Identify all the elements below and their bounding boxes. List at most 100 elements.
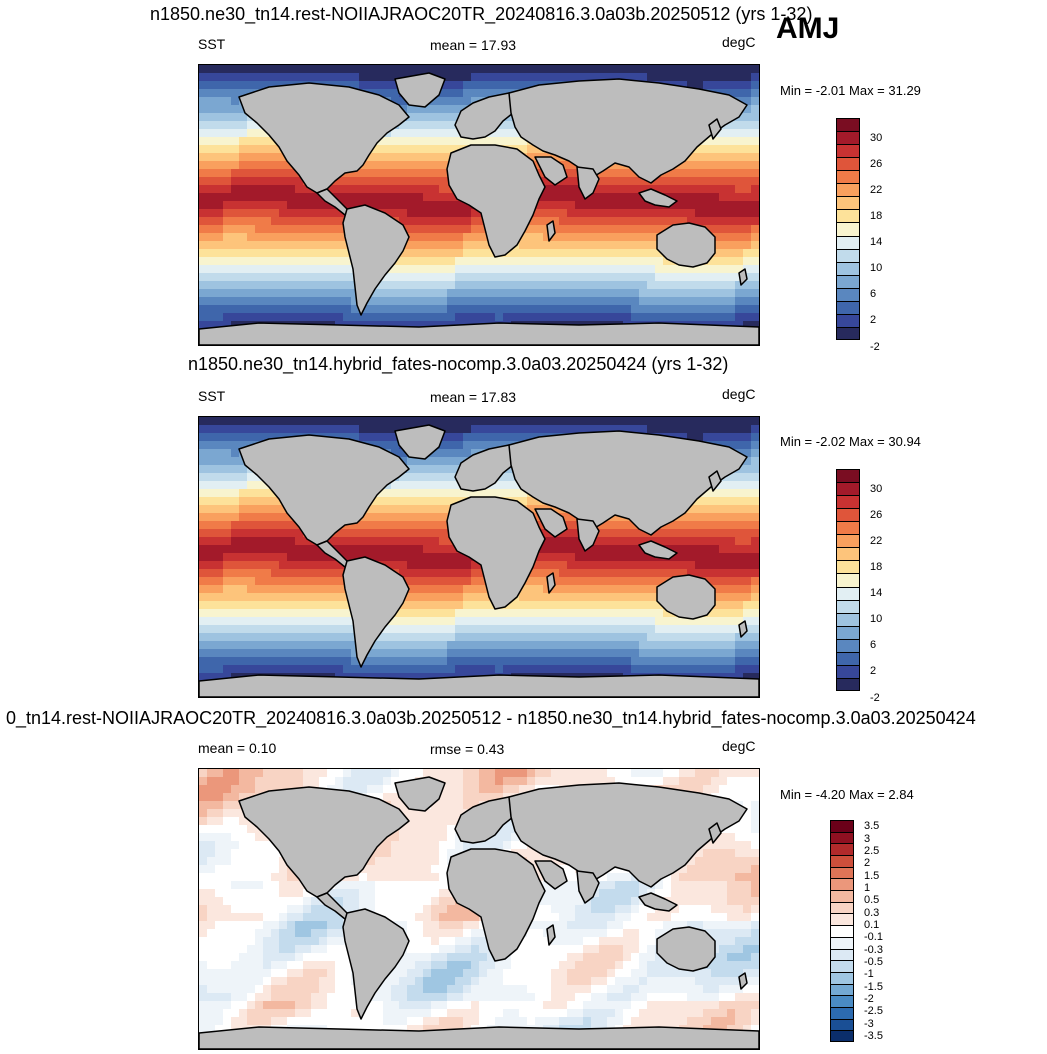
colorbar-tick-label: 6 bbox=[870, 639, 877, 652]
landmass-australia bbox=[656, 926, 716, 972]
panel-title: n1850.ne30_tn14.hybrid_fates-nocomp.3.0a… bbox=[188, 354, 729, 374]
world-map bbox=[198, 768, 760, 1050]
landmass-asia bbox=[508, 78, 748, 184]
landmass-new-zealand bbox=[738, 620, 748, 638]
landmass-new-zealand bbox=[738, 268, 748, 286]
units-label: degC bbox=[722, 386, 756, 402]
landmass-north-america bbox=[238, 786, 410, 898]
colorbar-frame bbox=[830, 820, 854, 1042]
colorbar-tick-label: 26 bbox=[870, 157, 883, 170]
world-map bbox=[198, 64, 760, 346]
colorbar-tick-label: 18 bbox=[870, 560, 883, 573]
colorbar-tick-label: 10 bbox=[870, 613, 883, 626]
colorbar-tick-label: 6 bbox=[870, 288, 877, 301]
landmass-southeast-asia-islands bbox=[638, 540, 678, 560]
landmass-japan bbox=[708, 470, 722, 492]
colorbar: 30 26 22 18 14 10 6 2 -2 bbox=[836, 469, 916, 703]
landmass-greenland bbox=[394, 72, 446, 108]
landmass-north-america bbox=[238, 434, 410, 546]
colorbar-tick-label: 18 bbox=[870, 209, 883, 222]
landmass-south-america bbox=[342, 204, 410, 316]
colorbar-tick-label: 2 bbox=[870, 665, 877, 678]
units-label: degC bbox=[722, 34, 756, 50]
units-label: degC bbox=[722, 738, 756, 754]
colorbar-tick-label: -2 bbox=[870, 340, 880, 353]
colorbar-tick-label: 2.5 bbox=[864, 844, 880, 857]
colorbar-tick-label: -2.5 bbox=[864, 1005, 883, 1018]
landmass-arabia bbox=[534, 860, 568, 890]
colorbar-tick-label: 22 bbox=[870, 183, 883, 196]
landmass-north-america bbox=[238, 82, 410, 194]
colorbar-tick-label: 2 bbox=[870, 314, 877, 327]
landmass-asia bbox=[508, 430, 748, 536]
landmass-india bbox=[576, 870, 600, 904]
colorbar-tick-label: 22 bbox=[870, 534, 883, 547]
colorbar-tick-label: 3.5 bbox=[864, 820, 880, 833]
panel-title: n1850.ne30_tn14.rest-NOIIAJRAOC20TR_2024… bbox=[150, 4, 813, 24]
landmass-southeast-asia-islands bbox=[638, 188, 678, 208]
continents bbox=[199, 72, 759, 345]
colorbar-frame bbox=[836, 469, 860, 691]
landmass-arabia bbox=[534, 508, 568, 538]
colorbar-tick-label: -0.5 bbox=[864, 955, 883, 968]
landmass-madagascar bbox=[546, 924, 556, 946]
rmse-label: rmse = 0.43 bbox=[430, 741, 505, 757]
landmass-antarctica bbox=[199, 1026, 759, 1049]
colorbar-tick-label: -3 bbox=[864, 1017, 874, 1030]
landmass-madagascar bbox=[546, 572, 556, 594]
colorbar-tick-label: 3 bbox=[864, 832, 871, 845]
landmass-greenland bbox=[394, 776, 446, 812]
mean-label: mean = 0.10 bbox=[198, 740, 277, 756]
min-max-label: Min = -4.20 Max = 2.84 bbox=[780, 787, 914, 802]
colorbar-tick-label: 0.5 bbox=[864, 894, 880, 907]
colorbar-tick-label: 1 bbox=[864, 881, 871, 894]
season-label: AMJ bbox=[776, 12, 840, 45]
colorbar-tick-label: 10 bbox=[870, 262, 883, 275]
mean-label: mean = 17.93 bbox=[430, 37, 517, 53]
mean-label: mean = 17.83 bbox=[430, 389, 517, 405]
landmass-japan bbox=[708, 118, 722, 140]
landmass-australia bbox=[656, 574, 716, 620]
landmass-antarctica bbox=[199, 322, 759, 345]
landmass-antarctica bbox=[199, 674, 759, 697]
colorbar-tick-label: -3.5 bbox=[864, 1029, 883, 1042]
landmass-australia bbox=[656, 222, 716, 268]
colorbar-frame bbox=[836, 118, 860, 340]
continents bbox=[199, 424, 759, 697]
landmass-southeast-asia-islands bbox=[638, 892, 678, 912]
colorbar-tick-label: -2 bbox=[864, 992, 874, 1005]
landmass-africa bbox=[446, 848, 546, 962]
colorbar: 3.5 3 2.5 2 1.5 1 0.5 0.3 0.1 -0.1 -0.3 -0.5 -1 -1.5-… bbox=[830, 820, 910, 1043]
colorbar-tick-label: -1 bbox=[864, 968, 874, 981]
landmass-greenland bbox=[394, 424, 446, 460]
min-max-label: Min = -2.01 Max = 31.29 bbox=[780, 83, 921, 98]
min-max-label: Min = -2.02 Max = 30.94 bbox=[780, 434, 921, 449]
panel-title: 0_tn14.rest-NOIIAJRAOC20TR_20240816.3.0a… bbox=[6, 708, 976, 728]
colorbar-tick-label: 0.1 bbox=[864, 918, 880, 931]
colorbar-tick-label: 26 bbox=[870, 508, 883, 521]
colorbar-tick-label: 14 bbox=[870, 587, 883, 600]
landmass-madagascar bbox=[546, 220, 556, 242]
landmass-africa bbox=[446, 496, 546, 610]
landmass-new-zealand bbox=[738, 972, 748, 990]
landmass-asia bbox=[508, 782, 748, 888]
landmass-india bbox=[576, 166, 600, 200]
colorbar-tick-label: 30 bbox=[870, 131, 883, 144]
continents bbox=[199, 776, 759, 1049]
colorbar-tick-label: 30 bbox=[870, 482, 883, 495]
landmass-india bbox=[576, 518, 600, 552]
landmass-south-america bbox=[342, 908, 410, 1020]
colorbar-tick-label: 2 bbox=[864, 857, 871, 870]
landmass-arabia bbox=[534, 156, 568, 186]
colorbar-tick-label: -1.5 bbox=[864, 980, 883, 993]
colorbar-tick-label: -0.3 bbox=[864, 943, 883, 956]
landmass-africa bbox=[446, 144, 546, 258]
world-map bbox=[198, 416, 760, 698]
landmass-japan bbox=[708, 822, 722, 844]
landmass-south-america bbox=[342, 556, 410, 668]
colorbar-tick-label: 0.3 bbox=[864, 906, 880, 919]
colorbar: 30 26 22 18 14 10 6 2 -2 bbox=[836, 118, 916, 352]
colorbar-tick-label: -2 bbox=[870, 691, 880, 704]
variable-label: SST bbox=[198, 388, 226, 404]
variable-label: SST bbox=[198, 36, 226, 52]
